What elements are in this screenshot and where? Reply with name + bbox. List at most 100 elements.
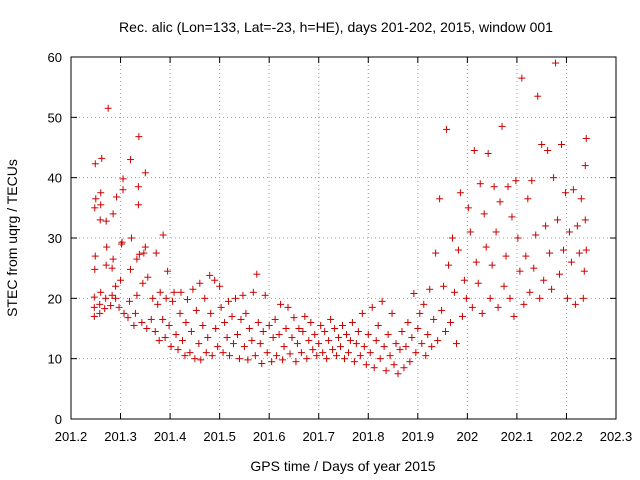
data-point <box>366 349 374 357</box>
data-point <box>412 349 420 357</box>
data-point <box>231 294 239 302</box>
data-point <box>522 252 530 260</box>
data-point <box>518 74 526 82</box>
data-point <box>254 318 262 326</box>
data-point <box>482 243 490 251</box>
data-point <box>201 294 209 302</box>
data-point <box>569 186 577 194</box>
data-point <box>112 282 120 290</box>
data-point <box>244 356 252 364</box>
data-point <box>514 234 522 242</box>
data-point <box>90 293 98 301</box>
data-point <box>223 334 231 342</box>
data-point <box>235 355 243 363</box>
data-point <box>226 352 234 360</box>
data-point <box>548 285 556 293</box>
data-point <box>228 312 236 320</box>
data-point <box>183 296 191 304</box>
data-point <box>582 246 590 254</box>
data-point <box>154 300 162 308</box>
data-point <box>556 270 564 278</box>
data-point <box>400 364 408 372</box>
data-point <box>406 358 414 366</box>
data-point <box>426 285 434 293</box>
data-point <box>323 355 331 363</box>
data-point <box>416 309 424 317</box>
data-point <box>138 318 146 326</box>
data-point <box>164 267 172 275</box>
data-point <box>440 282 448 290</box>
data-point <box>460 276 468 284</box>
data-point <box>565 228 573 236</box>
data-point <box>329 346 337 354</box>
data-point <box>196 279 204 287</box>
data-point <box>119 186 127 194</box>
data-point <box>102 294 110 302</box>
data-point <box>454 246 462 254</box>
data-point <box>458 312 466 320</box>
data-point <box>554 216 562 224</box>
data-point <box>573 222 581 230</box>
data-point <box>211 276 219 284</box>
data-point <box>176 309 184 317</box>
data-point <box>408 334 416 342</box>
x-tick-label: 201.5 <box>203 429 236 444</box>
data-point <box>420 300 428 308</box>
data-point <box>221 318 229 326</box>
data-point <box>478 309 486 317</box>
data-point <box>103 243 111 251</box>
data-point <box>536 294 544 302</box>
data-point <box>512 177 520 185</box>
x-tick-label: 202.3 <box>600 429 633 444</box>
data-point <box>263 349 271 357</box>
data-point <box>187 328 195 336</box>
data-point <box>335 334 343 342</box>
data-point <box>219 349 227 357</box>
data-point <box>141 169 149 177</box>
data-point <box>534 92 542 100</box>
data-point <box>376 355 384 363</box>
data-point <box>280 343 288 351</box>
data-point <box>362 361 370 369</box>
data-point <box>337 343 345 351</box>
data-point <box>125 297 133 305</box>
data-point <box>212 325 220 332</box>
data-point <box>284 303 292 311</box>
data-point <box>293 340 301 348</box>
data-point <box>91 160 99 168</box>
data-point <box>546 249 554 257</box>
data-point <box>169 297 177 305</box>
data-point <box>434 337 442 345</box>
data-point <box>277 300 285 308</box>
data-point <box>305 337 313 345</box>
data-point <box>438 306 446 314</box>
data-point <box>350 358 358 366</box>
data-point <box>490 183 498 191</box>
data-point <box>191 355 199 363</box>
data-point <box>271 315 279 323</box>
data-point <box>108 291 116 299</box>
x-tick-label: 202.2 <box>550 429 583 444</box>
data-point <box>358 309 366 317</box>
data-point <box>443 125 451 133</box>
data-point <box>96 216 104 224</box>
x-tick-label: 202 <box>457 429 479 444</box>
y-tick-labels: 0 10 20 30 40 50 60 <box>48 50 62 427</box>
data-point <box>139 279 147 287</box>
data-point <box>230 340 238 348</box>
data-point <box>206 271 214 279</box>
data-point <box>494 303 502 311</box>
data-point <box>253 270 261 278</box>
data-point <box>550 174 558 182</box>
data-point <box>186 349 194 357</box>
plot-frame <box>70 56 617 420</box>
data-point <box>508 213 516 221</box>
x-tick-labels: 201.2 201.3 201.4 201.5 201.6 201.7 201.8 201.9… <box>55 429 633 444</box>
data-point <box>275 331 283 339</box>
data-point <box>170 288 178 296</box>
data-point <box>462 294 470 302</box>
data-point <box>331 325 339 332</box>
data-point <box>558 140 565 148</box>
data-point <box>292 358 300 366</box>
data-point <box>432 249 440 257</box>
